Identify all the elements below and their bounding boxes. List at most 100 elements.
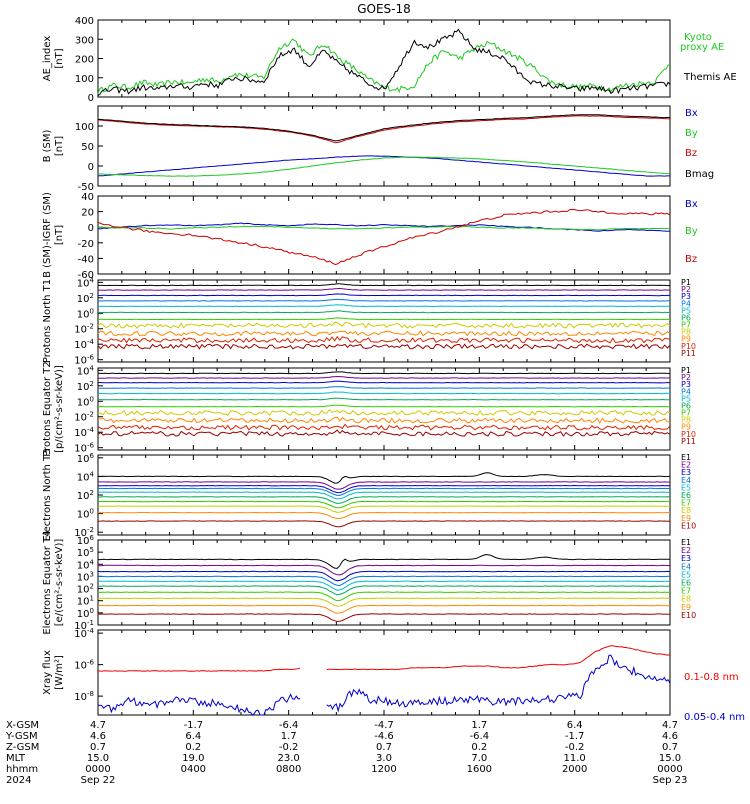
xray-y-axis-label: Xray flux [W/m²]	[42, 650, 65, 695]
svg-text:[W/m²]: [W/m²]	[54, 655, 65, 690]
flux3-legend-p7: P7	[681, 321, 691, 330]
flux3-legend-p2: P2	[681, 285, 691, 294]
flux3-series-p2	[98, 287, 671, 291]
flux4-series-p8	[97, 408, 671, 416]
svg-text:[nT]: [nT]	[54, 48, 65, 68]
flux6-legend-e3: E3	[681, 554, 691, 563]
flux5-legend-e4: E4	[681, 476, 691, 485]
flux4-series-p9	[97, 416, 671, 424]
panel-frame-flux5	[97, 454, 671, 536]
flux6-legend-e1: E1	[681, 538, 691, 547]
xray-series-0-seg0	[97, 667, 301, 672]
x-row-label-hhmm: hhmm	[6, 764, 38, 775]
b2-legend-bx: Bx	[685, 199, 698, 210]
x-row-1-value: -4.6	[374, 731, 394, 742]
flux5-legend-e2: E2	[681, 461, 691, 470]
x-row-label-y-gsm: Y-GSM	[5, 731, 38, 742]
svg-text:Protons Equator T2: Protons Equator T2	[42, 361, 53, 457]
x-row-1-value: 1.7	[281, 731, 297, 742]
x-row-1-value: -1.7	[565, 731, 585, 742]
flux4-series-p10	[97, 423, 671, 431]
x-row-4-value: 1200	[371, 764, 396, 775]
b1-series-by	[97, 156, 671, 177]
x-row-3-value: 19.0	[182, 753, 204, 764]
flux4-legend-p4: P4	[681, 387, 691, 396]
ae-y-tick-label: 400	[75, 16, 94, 27]
x-row-0-value: 4.7	[662, 720, 678, 731]
x-row-5-value: Sep 23	[653, 775, 688, 786]
b2-y-tick-label: 0	[88, 223, 94, 234]
svg-text:Protons North T1: Protons North T1	[42, 279, 53, 363]
xray-series-1-seg1	[326, 654, 671, 713]
flux3-y-tick-label: 10-4	[74, 338, 94, 351]
flux4-series-p11	[97, 429, 671, 437]
flux4-series-p2	[98, 375, 671, 379]
xray-y-tick-label: 10-8	[74, 690, 94, 703]
flux4-y-axis-label: Protons Equator T2 [p/(cm²-s-sr-keV)]	[42, 361, 65, 457]
x-row-5-value: Sep 22	[81, 775, 116, 786]
flux5-legend-e6: E6	[681, 491, 691, 500]
x-row-1-value: 4.6	[90, 731, 106, 742]
b1-series-bmag	[98, 114, 671, 142]
flux6-series-e6	[97, 585, 671, 596]
x-row-4-value: 0000	[657, 764, 682, 775]
panel-frame-flux4	[97, 367, 671, 451]
flux6-series-e4	[97, 575, 671, 587]
flux5-y-tick-label: 10-2	[74, 526, 94, 539]
svg-text:Xray flux: Xray flux	[42, 650, 53, 695]
flux3-series-p8	[97, 321, 671, 329]
flux3-series-p4	[97, 298, 670, 302]
x-row-4-value: 2000	[562, 764, 587, 775]
flux6-legend-e4: E4	[681, 562, 691, 571]
svg-text:[p/(cm²-s-sr-keV)]: [p/(cm²-s-sr-keV)]	[54, 365, 65, 453]
flux6-y-tick-label: 104	[77, 558, 95, 571]
flux3-y-tick-label: 102	[77, 292, 94, 305]
x-row-3-value: 15.0	[659, 753, 681, 764]
svg-text:[nT]: [nT]	[54, 225, 65, 245]
flux4-y-tick-label: 100	[77, 395, 94, 408]
flux3-legend-p4: P4	[681, 299, 691, 308]
ae-legend-themis: Themis AE	[683, 72, 737, 83]
x-row-0-value: 4.7	[90, 720, 106, 731]
flux4-legend-p6: P6	[681, 401, 691, 410]
flux4-y-tick-label: 104	[77, 364, 95, 377]
flux6-legend-e8: E8	[681, 595, 691, 604]
flux4-legend-p9: P9	[681, 423, 691, 432]
flux4-y-tick-label: 10-6	[74, 442, 94, 455]
x-row-0-value: 1.7	[471, 720, 487, 731]
flux4-legend-p3: P3	[681, 380, 691, 389]
b1-y-axis-label: B (SM) [nT]	[42, 129, 65, 162]
flux5-legend-e5: E5	[681, 483, 691, 492]
xray-series-1-seg0	[97, 693, 301, 716]
flux3-legend-p10: P10	[681, 342, 696, 351]
flux6-series-e1	[98, 554, 671, 569]
b2-legend-by: By	[685, 226, 698, 237]
flux6-series-e2	[98, 564, 671, 576]
flux4-series-p6	[98, 397, 670, 401]
flux3-legend-p11: P11	[681, 349, 696, 358]
flux6-series-e5	[97, 580, 670, 591]
flux3-y-axis-label: Protons North T1	[42, 279, 53, 363]
flux5-legend-e9: E9	[681, 514, 691, 523]
flux6-y-tick-label: 106	[77, 534, 95, 547]
x-row-2-value: -0.2	[565, 742, 585, 753]
flux4-series-p1	[97, 371, 671, 375]
x-row-2-value: 0.2	[185, 742, 201, 753]
x-row-4-value: 0000	[85, 764, 110, 775]
flux3-y-tick-label: 10-2	[74, 323, 94, 336]
flux6-legend-e6: E6	[681, 579, 691, 588]
flux3-y-tick-label: 104	[77, 276, 95, 289]
flux6-y-tick-label: 103	[77, 570, 94, 583]
flux6-series-e7	[97, 591, 671, 602]
ae-y-tick-label: 200	[75, 55, 94, 66]
flux6-series-e9	[97, 604, 671, 614]
b2-y-axis-label: B (SM)-IGRF (SM) [nT]	[42, 192, 65, 278]
x-row-3-value: 3.0	[376, 753, 392, 764]
flux5-series-e6	[98, 496, 671, 504]
flux3-series-p5	[97, 304, 670, 308]
flux5-series-e1	[97, 472, 671, 484]
flux3-legend-p6: P6	[681, 313, 691, 322]
b2-series-bx	[97, 222, 671, 232]
flux6-y-tick-label: 105	[77, 546, 94, 559]
